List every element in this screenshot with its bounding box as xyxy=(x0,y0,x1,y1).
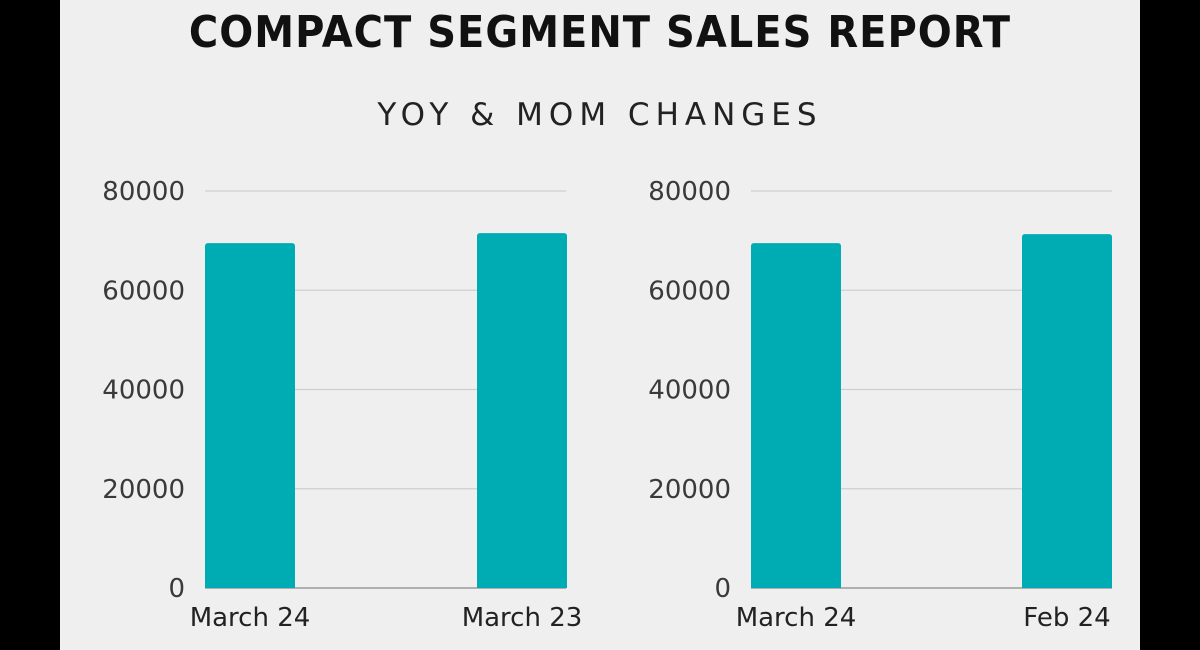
yoy-y-tick-label: 80000 xyxy=(102,177,185,207)
yoy-y-tick-label: 0 xyxy=(168,574,185,604)
mom-y-tick-label: 60000 xyxy=(648,276,731,306)
yoy-bar xyxy=(205,243,295,588)
mom-bar xyxy=(751,243,841,588)
mom-y-tick-label: 80000 xyxy=(648,177,731,207)
yoy-bar xyxy=(477,233,567,588)
yoy-y-tick-label: 40000 xyxy=(102,376,185,406)
yoy-category-label: March 24 xyxy=(190,603,311,633)
yoy-y-tick-label: 20000 xyxy=(102,475,185,505)
mom-y-tick-label: 0 xyxy=(714,574,731,604)
yoy-y-tick-label: 60000 xyxy=(102,276,185,306)
mom-category-label: Feb 24 xyxy=(1023,603,1110,633)
mom-y-tick-label: 20000 xyxy=(648,475,731,505)
mom-y-tick-label: 40000 xyxy=(648,376,731,406)
yoy-category-label: March 23 xyxy=(462,603,583,633)
mom-category-label: March 24 xyxy=(736,603,857,633)
report-title: COMPACT SEGMENT SALES REPORT xyxy=(188,8,1012,58)
report-subtitle: YOY & MOM CHANGES xyxy=(377,97,823,133)
mom-bar xyxy=(1022,234,1112,588)
